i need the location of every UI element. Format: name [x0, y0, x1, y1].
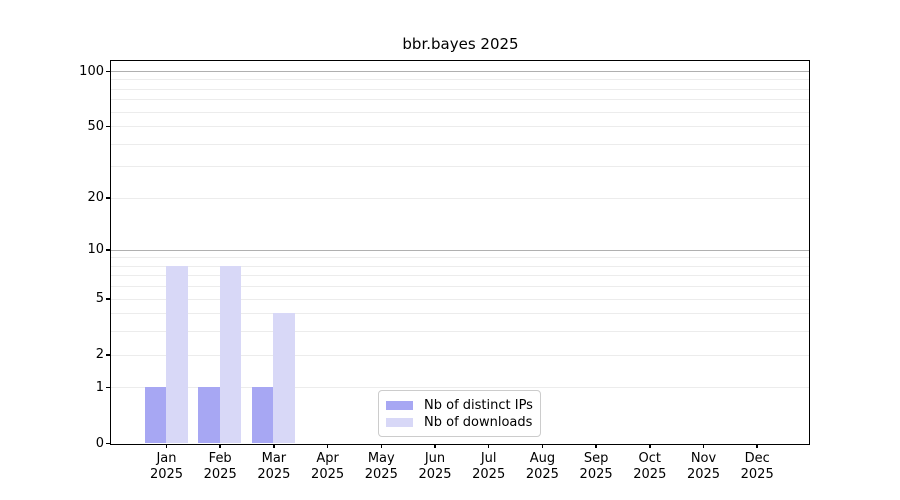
x-tick-mark: [649, 444, 651, 448]
x-tick-label: Apr 2025: [293, 451, 363, 483]
x-tick-year-label: 2025: [311, 467, 345, 482]
x-tick-label: May 2025: [346, 451, 416, 483]
gridline-major: [111, 71, 809, 72]
x-tick-mark: [165, 444, 168, 448]
x-tick-label: Feb 2025: [185, 451, 255, 483]
y-tick-label: 10: [87, 242, 104, 258]
x-tick-label: Jun 2025: [400, 451, 470, 483]
gridline-minor: [111, 313, 809, 315]
x-tick-label: Mar 2025: [239, 451, 309, 483]
bar: [144, 387, 166, 443]
x-tick-year-label: 2025: [364, 467, 398, 482]
x-tick-year-label: 2025: [579, 467, 613, 482]
y-tick-mark: [106, 197, 111, 199]
y-tick-label: 50: [87, 118, 104, 134]
x-tick-mark: [326, 444, 329, 448]
y-tick-mark: [106, 354, 111, 356]
legend-swatch-distinct-ips: [386, 401, 413, 410]
y-tick-mark: [106, 386, 111, 389]
x-tick-year-label: 2025: [740, 467, 774, 482]
gridline-minor: [111, 166, 809, 168]
chart-title: bbr.bayes 2025: [402, 35, 519, 53]
x-tick-mark: [702, 444, 705, 448]
gridline-minor: [111, 111, 809, 113]
legend-label-distinct-ips: Nb of distinct IPs: [424, 398, 533, 413]
bar: [166, 265, 188, 443]
gridline-minor: [111, 387, 809, 389]
x-tick-label: Jul 2025: [454, 451, 524, 483]
x-tick-year-label: 2025: [525, 467, 559, 482]
gridline-minor: [111, 354, 809, 356]
gridline-minor: [111, 143, 809, 145]
gridline-minor: [111, 275, 809, 277]
x-tick-mark: [756, 444, 758, 448]
gridline-minor: [111, 257, 809, 259]
gridline-minor: [111, 79, 809, 81]
y-tick-label: 20: [87, 190, 104, 206]
y-tick-mark: [106, 70, 111, 73]
bar: [219, 265, 242, 443]
gridline-major: [111, 249, 809, 251]
y-tick-label: 2: [95, 347, 104, 362]
plot-area: [110, 60, 810, 445]
y-tick-label: 5: [95, 291, 104, 307]
gridline-minor: [111, 126, 809, 128]
gridline-minor: [111, 331, 809, 333]
bar: [198, 387, 220, 443]
x-tick-label: Aug 2025: [507, 451, 577, 483]
x-tick-mark: [595, 444, 597, 448]
gridline-minor: [111, 265, 809, 267]
gridline-minor: [111, 99, 809, 101]
x-tick-mark: [541, 444, 544, 448]
x-tick-label: Nov 2025: [669, 451, 739, 483]
x-tick-label: Dec 2025: [722, 451, 792, 483]
y-tick-mark: [106, 298, 111, 300]
x-tick-year-label: 2025: [418, 467, 452, 482]
y-tick-label: 0: [95, 435, 104, 451]
y-tick-mark: [106, 125, 111, 128]
x-tick-label: Oct 2025: [615, 451, 685, 483]
gridline-minor: [111, 286, 809, 288]
y-tick-label: 1: [95, 379, 104, 395]
y-tick-mark: [106, 442, 111, 445]
legend-item-distinct-ips: Nb of distinct IPs: [386, 397, 533, 414]
x-tick-mark: [487, 444, 490, 448]
x-tick-year-label: 2025: [203, 467, 237, 482]
y-tick-mark: [106, 249, 111, 251]
y-tick-label: 100: [79, 63, 104, 79]
x-tick-year-label: 2025: [686, 467, 721, 482]
bar: [251, 387, 274, 443]
legend: Nb of distinct IPs Nb of downloads: [378, 390, 541, 437]
bar: [273, 313, 295, 443]
legend-item-downloads: Nb of downloads: [386, 414, 532, 431]
legend-label-downloads: Nb of downloads: [424, 415, 533, 430]
x-tick-year-label: 2025: [472, 467, 506, 482]
gridline-minor: [111, 298, 809, 300]
x-tick-mark: [380, 444, 383, 448]
x-tick-mark: [219, 444, 221, 448]
x-tick-mark: [273, 444, 275, 448]
x-tick-label: Sep 2025: [561, 451, 631, 483]
legend-swatch-downloads: [386, 418, 413, 427]
x-tick-mark: [434, 444, 436, 448]
x-tick-label: Jan 2025: [132, 451, 202, 483]
x-tick-year-label: 2025: [149, 467, 184, 482]
gridline-minor: [111, 197, 809, 199]
x-tick-year-label: 2025: [257, 467, 291, 482]
gridline-minor: [111, 88, 809, 90]
x-tick-year-label: 2025: [633, 467, 667, 482]
